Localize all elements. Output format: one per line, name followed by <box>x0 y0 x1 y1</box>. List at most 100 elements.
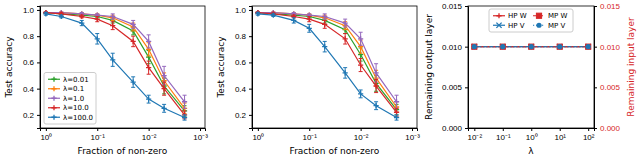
legend: λ=0.01λ=0.1λ=1.0λ=10.0λ=100.0 <box>44 73 96 125</box>
legend: HP WHP VMP WMP V <box>489 9 573 32</box>
plot-frame <box>252 6 417 128</box>
tick-mark <box>465 87 468 88</box>
marker <box>472 44 477 49</box>
error-bar <box>359 32 363 45</box>
marker <box>322 14 327 19</box>
tick-mark <box>588 128 589 131</box>
legend-label: HP W <box>508 12 527 20</box>
error-bar <box>183 115 187 120</box>
tick: 10⁻² <box>142 128 157 142</box>
tick: 10⁰ <box>526 128 538 142</box>
axis-line <box>465 7 469 129</box>
tick-mark <box>249 10 252 11</box>
tick: 0.2 <box>23 111 40 120</box>
marker <box>557 44 562 49</box>
tick-label: 0.015 <box>442 2 463 11</box>
tick: 0.000 <box>594 124 621 133</box>
tick-label: 10¹ <box>554 133 566 142</box>
legend-marker <box>496 13 501 18</box>
marker <box>394 115 399 120</box>
marker <box>472 44 477 49</box>
tick-mark <box>249 115 252 116</box>
tick-label: 10⁻² <box>142 133 157 142</box>
error-bar <box>323 14 327 19</box>
tick-mark <box>412 128 413 131</box>
tick-mark <box>37 89 40 90</box>
marker <box>500 44 505 49</box>
marker <box>162 106 167 111</box>
tick: 0.000 <box>442 124 468 133</box>
y-axis-title: Test accuracy <box>4 36 14 99</box>
marker <box>557 44 562 49</box>
tick-label: 10⁻¹ <box>302 133 317 142</box>
tick-label: 0.6 <box>23 58 35 67</box>
axis-line <box>249 7 253 129</box>
legend-label: λ=0.1 <box>63 85 84 93</box>
marker <box>182 99 187 104</box>
tick-mark <box>249 36 252 37</box>
tick-mark <box>594 6 597 7</box>
x-axis-title: Fraction of non-zero <box>290 146 380 156</box>
marker <box>586 44 591 49</box>
y2-axis-title: Remaining input layer <box>626 17 636 117</box>
tick-mark <box>97 128 98 131</box>
series-line <box>46 13 185 115</box>
error-bar <box>395 95 399 108</box>
marker <box>586 44 591 49</box>
tick-label: 0.000 <box>600 124 621 133</box>
y-axis: 0.20.40.60.81.0 <box>23 6 41 129</box>
tick: 10⁰ <box>40 128 52 142</box>
tick-mark <box>474 128 475 131</box>
marker <box>374 70 379 75</box>
marker <box>110 57 115 62</box>
error-bar <box>307 24 311 32</box>
panel: 10⁻²10⁻¹10⁰10¹10²0.0000.0050.0100.0150.0… <box>424 2 636 156</box>
series-line <box>46 14 185 118</box>
marker <box>291 18 296 23</box>
marker <box>131 22 136 27</box>
legend-marker <box>496 23 501 28</box>
marker <box>59 14 64 19</box>
legend-label: MP V <box>548 22 565 30</box>
legend-label: λ=1.0 <box>63 95 84 103</box>
y-axis-title: Remaining output layer <box>424 14 434 120</box>
legend-marker <box>536 13 541 18</box>
tick-label: 1.0 <box>23 6 35 15</box>
legend-box <box>44 73 96 125</box>
error-bar <box>131 36 135 46</box>
marker <box>307 26 312 31</box>
marker <box>529 44 534 49</box>
error-bar <box>162 104 166 112</box>
tick-label: 0.2 <box>23 111 35 120</box>
x-axis-title: Fraction of non-zero <box>78 146 168 156</box>
error-bar <box>307 16 311 21</box>
marker <box>557 44 562 49</box>
tick-label: 10⁻¹ <box>90 133 105 142</box>
marker <box>586 44 591 49</box>
series-line <box>46 13 185 102</box>
tick-mark <box>37 10 40 11</box>
tick-mark <box>465 128 468 129</box>
tick: 0.6 <box>23 58 40 67</box>
marker <box>146 97 151 102</box>
marker <box>110 14 115 19</box>
legend-marker <box>51 115 56 120</box>
marker <box>358 62 363 67</box>
marker <box>529 44 534 49</box>
tick-mark <box>258 128 259 131</box>
tick-mark <box>249 62 252 63</box>
error-bar <box>343 19 347 27</box>
tick-mark <box>37 36 40 37</box>
legend-marker <box>51 86 56 91</box>
tick-mark <box>361 128 362 131</box>
axis-line <box>595 7 598 129</box>
error-bar <box>359 58 363 71</box>
tick: 1.0 <box>23 6 40 15</box>
marker <box>529 44 534 49</box>
legend-label: λ=0.01 <box>63 76 89 84</box>
axis-line <box>469 129 595 132</box>
tick-label: 0.8 <box>23 32 35 41</box>
tick: 1.0 <box>235 6 252 15</box>
legend-marker <box>51 77 56 82</box>
marker <box>43 11 48 16</box>
